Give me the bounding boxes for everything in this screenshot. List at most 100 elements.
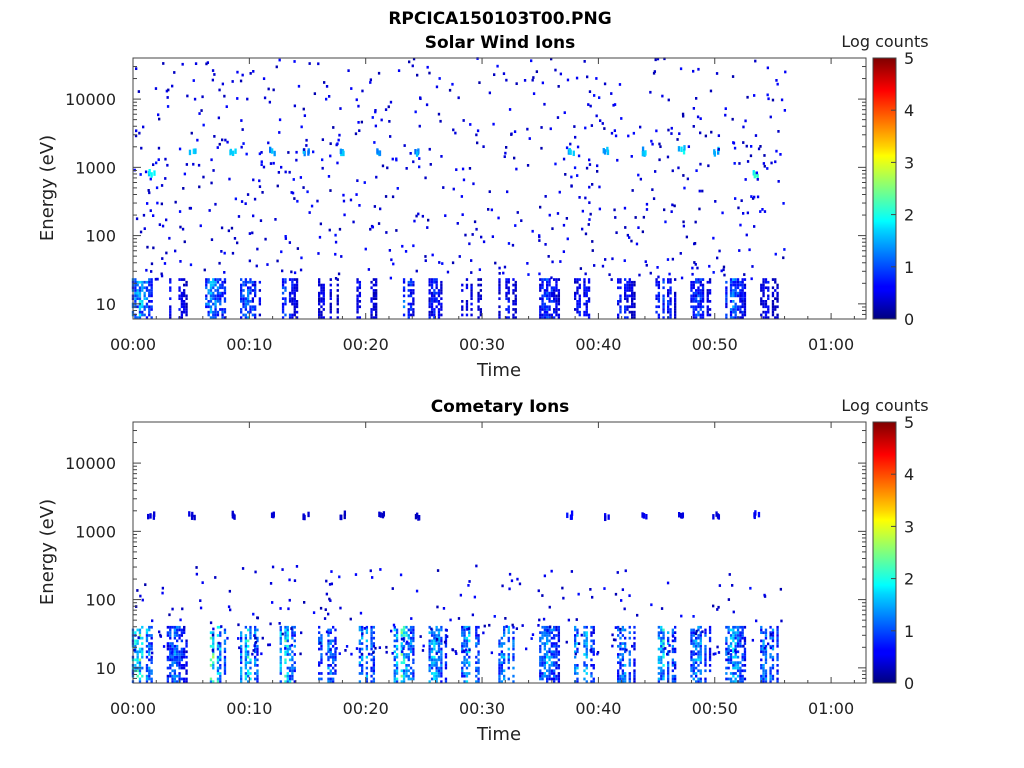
heatmap-cell (762, 283, 765, 287)
heatmap-cell (181, 607, 184, 611)
heatmap-cell (764, 278, 768, 281)
heatmap-cell (461, 647, 464, 651)
heatmap-cell (739, 291, 742, 295)
heatmap-cell (617, 286, 620, 290)
heatmap-cell (134, 313, 137, 317)
heatmap-cell (173, 661, 177, 665)
heatmap-cell (412, 244, 415, 248)
heatmap-cell (465, 278, 469, 281)
heatmap-cell (141, 280, 144, 284)
heatmap-cell (148, 658, 151, 662)
heatmap-cell (371, 225, 375, 229)
heatmap-cell (296, 247, 300, 250)
heatmap-cell (293, 289, 296, 292)
heatmap-cell (327, 650, 330, 654)
heatmap-cell (553, 634, 556, 637)
heatmap-cell (628, 289, 631, 292)
heatmap-cell (407, 636, 410, 640)
heatmap-cell (577, 642, 581, 646)
heatmap-cell (279, 631, 282, 635)
heatmap-cell (401, 650, 404, 654)
heatmap-cell (616, 571, 619, 574)
heatmap-cell (518, 582, 522, 586)
heatmap-cell (497, 216, 500, 220)
heatmap-cell (178, 677, 181, 681)
heatmap-cell (546, 650, 549, 654)
heatmap-cell (209, 289, 213, 292)
heatmap-cell (372, 289, 376, 292)
heatmap-cell (767, 316, 770, 320)
heatmap-cell (463, 674, 466, 678)
heatmap-cell (674, 636, 677, 640)
heatmap-cell (685, 235, 689, 239)
heatmap-cell (576, 174, 579, 177)
heatmap-cell (743, 639, 747, 643)
heatmap-cell (369, 569, 372, 573)
heatmap-cell (512, 647, 515, 651)
heatmap-cell (507, 647, 510, 651)
heatmap-cell (134, 639, 137, 643)
heatmap-cell (288, 598, 291, 602)
heatmap-cell (279, 664, 282, 667)
heatmap-cell (207, 313, 210, 317)
heatmap-cell (762, 680, 765, 684)
heatmap-cell (207, 302, 210, 306)
heatmap-cell (435, 666, 438, 670)
heatmap-cell (318, 294, 321, 298)
heatmap-cell (737, 206, 740, 210)
heatmap-cell (173, 658, 177, 662)
heatmap-cell (365, 666, 369, 670)
heatmap-cell (619, 658, 622, 662)
heatmap-cell (555, 674, 558, 678)
heatmap-cell (771, 628, 775, 632)
heatmap-cell (216, 278, 220, 281)
heatmap-cell (219, 674, 222, 678)
heatmap-cell (541, 81, 545, 85)
heatmap-cell (475, 666, 478, 670)
heatmap-cell (185, 163, 189, 166)
heatmap-cell (202, 123, 205, 127)
heatmap-cell (475, 628, 478, 632)
heatmap-cell (475, 133, 478, 137)
heatmap-cell (171, 669, 174, 673)
heatmap-cell (725, 647, 728, 651)
heatmap-cell (493, 615, 496, 618)
heatmap-cell (134, 300, 137, 303)
heatmap-cell (539, 286, 542, 290)
heatmap-cell (174, 249, 177, 253)
heatmap-cell (150, 278, 153, 281)
heatmap-cell (531, 229, 534, 233)
heatmap-cell (360, 652, 364, 656)
heatmap-cell (739, 661, 742, 665)
heatmap-cell (279, 669, 282, 673)
heatmap-cell (386, 166, 389, 170)
heatmap-cell (557, 650, 561, 654)
heatmap-cell (430, 631, 434, 635)
heatmap-cell (766, 93, 769, 97)
heatmap-cell (269, 622, 272, 626)
heatmap-cell (290, 191, 293, 194)
heatmap-cell (769, 674, 772, 678)
heatmap-cell (694, 263, 697, 266)
heatmap-cell (671, 639, 675, 643)
heatmap-cell (512, 289, 515, 292)
heatmap-cell (216, 634, 220, 637)
heatmap-cell (661, 94, 664, 98)
heatmap-cell (754, 171, 757, 177)
heatmap-cell (576, 310, 579, 314)
heatmap-cell (624, 310, 627, 314)
heatmap-cell (402, 637, 405, 641)
heatmap-cell (732, 305, 735, 309)
heatmap-cell (498, 280, 501, 284)
heatmap-cell (470, 259, 473, 262)
heatmap-cell (141, 647, 144, 651)
heatmap-cell (617, 313, 620, 317)
heatmap-cell (367, 268, 371, 271)
heatmap-cell (583, 664, 586, 667)
heatmap-cell (565, 217, 569, 220)
heatmap-cell (305, 138, 308, 142)
heatmap-cell (370, 636, 373, 640)
heatmap-cell (701, 291, 705, 295)
heatmap-cell (507, 308, 510, 311)
heatmap-cell (585, 647, 588, 651)
